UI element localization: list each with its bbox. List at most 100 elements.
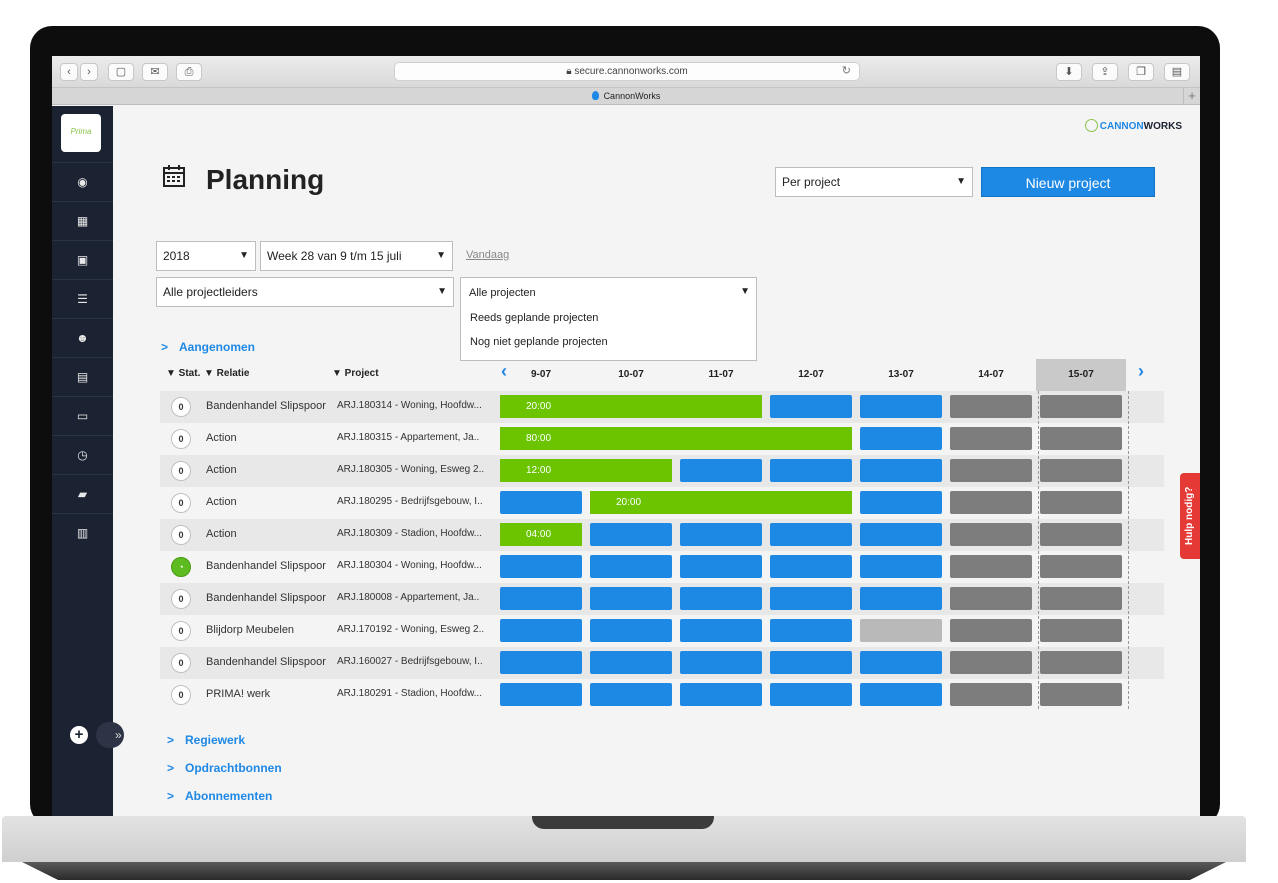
- planning-cell[interactable]: [950, 427, 1032, 450]
- planning-cell[interactable]: [860, 459, 942, 482]
- table-row[interactable]: 0 Blijdorp Meubelen ARJ.170192 - Woning, E…: [160, 615, 1164, 647]
- planning-cell[interactable]: [1040, 395, 1122, 418]
- planning-cell[interactable]: [770, 395, 852, 418]
- planning-cell[interactable]: [950, 587, 1032, 610]
- project-cell[interactable]: ARJ.180309 - Stadion, Hoofdw...: [337, 528, 483, 539]
- status-badge[interactable]: 0: [171, 461, 191, 481]
- table-row[interactable]: 0 Bandenhandel Slipspoor ARJ.180008 - Appa…: [160, 583, 1164, 615]
- table-row[interactable]: ◔ Bandenhandel Slipspoor ARJ.180304 - Woni…: [160, 551, 1164, 583]
- planning-cell[interactable]: [500, 651, 582, 674]
- planning-cell[interactable]: [500, 587, 582, 610]
- download-icon[interactable]: ⬇: [1056, 63, 1082, 81]
- table-row[interactable]: 0 Action ARJ.180309 - Stadion, Hoofdw... 04…: [160, 519, 1164, 551]
- status-badge[interactable]: 0: [171, 397, 191, 417]
- projects-select[interactable]: Alle projecten ▼ Reeds geplande projecte…: [460, 277, 757, 361]
- today-link[interactable]: Vandaag: [466, 249, 510, 261]
- table-row[interactable]: 0 PRIMA! werk ARJ.180291 - Stadion, Hoofdw…: [160, 679, 1164, 711]
- project-cell[interactable]: ARJ.160027 - Bedrijfsgebouw, I..: [337, 656, 483, 667]
- book-icon[interactable]: ▰: [52, 474, 113, 513]
- table-row[interactable]: 0 Action ARJ.180315 - Appartement, Ja.. 80:…: [160, 423, 1164, 455]
- share-icon[interactable]: ⇪: [1092, 63, 1118, 81]
- project-cell[interactable]: ARJ.180315 - Appartement, Ja..: [337, 432, 480, 443]
- forward-icon[interactable]: ›: [80, 63, 98, 81]
- planning-cell[interactable]: [1040, 587, 1122, 610]
- column-relatie[interactable]: ▼ Relatie: [204, 368, 250, 379]
- column-project[interactable]: ▼ Project: [332, 368, 379, 379]
- planning-cell[interactable]: [680, 587, 762, 610]
- status-badge[interactable]: 0: [171, 653, 191, 673]
- planned-hours-bar[interactable]: 12:00: [500, 459, 672, 482]
- planning-cell[interactable]: [590, 683, 672, 706]
- project-cell[interactable]: ARJ.180314 - Woning, Hoofdw...: [337, 400, 482, 411]
- planning-cell[interactable]: [680, 619, 762, 642]
- option-planned[interactable]: Reeds geplande projecten: [470, 312, 599, 324]
- back-icon[interactable]: ‹: [60, 63, 78, 81]
- planning-cell[interactable]: [770, 683, 852, 706]
- planning-cell[interactable]: [1040, 427, 1122, 450]
- section-opdrachtbonnen[interactable]: > Opdrachtbonnen: [167, 761, 282, 775]
- planning-cell[interactable]: [950, 555, 1032, 578]
- planning-cell[interactable]: [500, 491, 582, 514]
- planning-cell[interactable]: [770, 459, 852, 482]
- browser-tab[interactable]: CannonWorks +: [52, 88, 1200, 105]
- planning-cell[interactable]: [500, 683, 582, 706]
- status-clock-icon[interactable]: ◔: [171, 557, 191, 577]
- planning-cell[interactable]: [950, 523, 1032, 546]
- planning-cell[interactable]: [950, 491, 1032, 514]
- inbox-icon[interactable]: ▭: [52, 396, 113, 435]
- planning-cell[interactable]: [680, 651, 762, 674]
- project-cell[interactable]: ARJ.180305 - Woning, Esweg 2..: [337, 464, 485, 475]
- previous-week-icon[interactable]: ‹: [501, 361, 507, 381]
- planning-cell[interactable]: [500, 555, 582, 578]
- planning-cell[interactable]: [950, 651, 1032, 674]
- mail-icon[interactable]: ✉: [142, 63, 168, 81]
- planning-cell[interactable]: [860, 555, 942, 578]
- calendar-icon[interactable]: ▦: [52, 201, 113, 240]
- briefcase-icon[interactable]: ▣: [52, 240, 113, 279]
- year-select[interactable]: 2018 ▼: [156, 241, 256, 271]
- planning-cell[interactable]: [1040, 651, 1122, 674]
- status-badge[interactable]: 0: [171, 493, 191, 513]
- planning-cell[interactable]: [770, 523, 852, 546]
- planned-hours-bar[interactable]: 04:00: [500, 523, 582, 546]
- planning-cell[interactable]: [860, 491, 942, 514]
- url-bar[interactable]: 🔒︎ secure.cannonworks.com ↻: [394, 62, 860, 81]
- status-badge[interactable]: 0: [171, 589, 191, 609]
- clock-icon[interactable]: ◷: [52, 435, 113, 474]
- planning-cell[interactable]: [590, 523, 672, 546]
- expand-sidebar-icon[interactable]: »: [96, 722, 124, 748]
- planning-cell[interactable]: [680, 459, 762, 482]
- planning-cell[interactable]: [590, 587, 672, 610]
- planning-cell[interactable]: [1040, 619, 1122, 642]
- project-cell[interactable]: ARJ.180291 - Stadion, Hoofdw...: [337, 688, 483, 699]
- planning-cell[interactable]: [590, 555, 672, 578]
- project-cell[interactable]: ARJ.180008 - Appartement, Ja..: [337, 592, 480, 603]
- document-icon[interactable]: ▤: [52, 357, 113, 396]
- planning-cell[interactable]: [770, 619, 852, 642]
- planning-cell[interactable]: [860, 651, 942, 674]
- table-row[interactable]: 0 Action ARJ.180295 - Bedrijfsgebouw, I.. 2…: [160, 487, 1164, 519]
- planning-cell[interactable]: [1040, 555, 1122, 578]
- reload-icon[interactable]: ↻: [841, 65, 851, 77]
- planned-hours-bar[interactable]: 80:00: [500, 427, 852, 450]
- list-icon[interactable]: ☰: [52, 279, 113, 318]
- planning-cell[interactable]: [770, 587, 852, 610]
- planned-hours-bar[interactable]: 20:00: [500, 395, 762, 418]
- view-select[interactable]: Per project ▼: [775, 167, 973, 197]
- tabs-icon[interactable]: ❐: [1128, 63, 1154, 81]
- planning-cell[interactable]: [860, 619, 942, 642]
- table-row[interactable]: 0 Action ARJ.180305 - Woning, Esweg 2.. 12:…: [160, 455, 1164, 487]
- section-regiewerk[interactable]: > Regiewerk: [167, 733, 246, 747]
- planning-cell[interactable]: [590, 619, 672, 642]
- status-badge[interactable]: 0: [171, 429, 191, 449]
- column-stat[interactable]: ▼ Stat.: [166, 368, 201, 379]
- new-project-button[interactable]: Nieuw project: [981, 167, 1155, 197]
- project-leaders-select[interactable]: Alle projectleiders ▼: [156, 277, 454, 307]
- add-icon[interactable]: +: [70, 726, 88, 744]
- users-icon[interactable]: ☻: [52, 318, 113, 357]
- planning-cell[interactable]: [680, 523, 762, 546]
- company-logo[interactable]: Prima: [61, 114, 101, 152]
- dashboard-icon[interactable]: ◉: [52, 162, 113, 201]
- planning-cell[interactable]: [860, 523, 942, 546]
- planning-cell[interactable]: [770, 651, 852, 674]
